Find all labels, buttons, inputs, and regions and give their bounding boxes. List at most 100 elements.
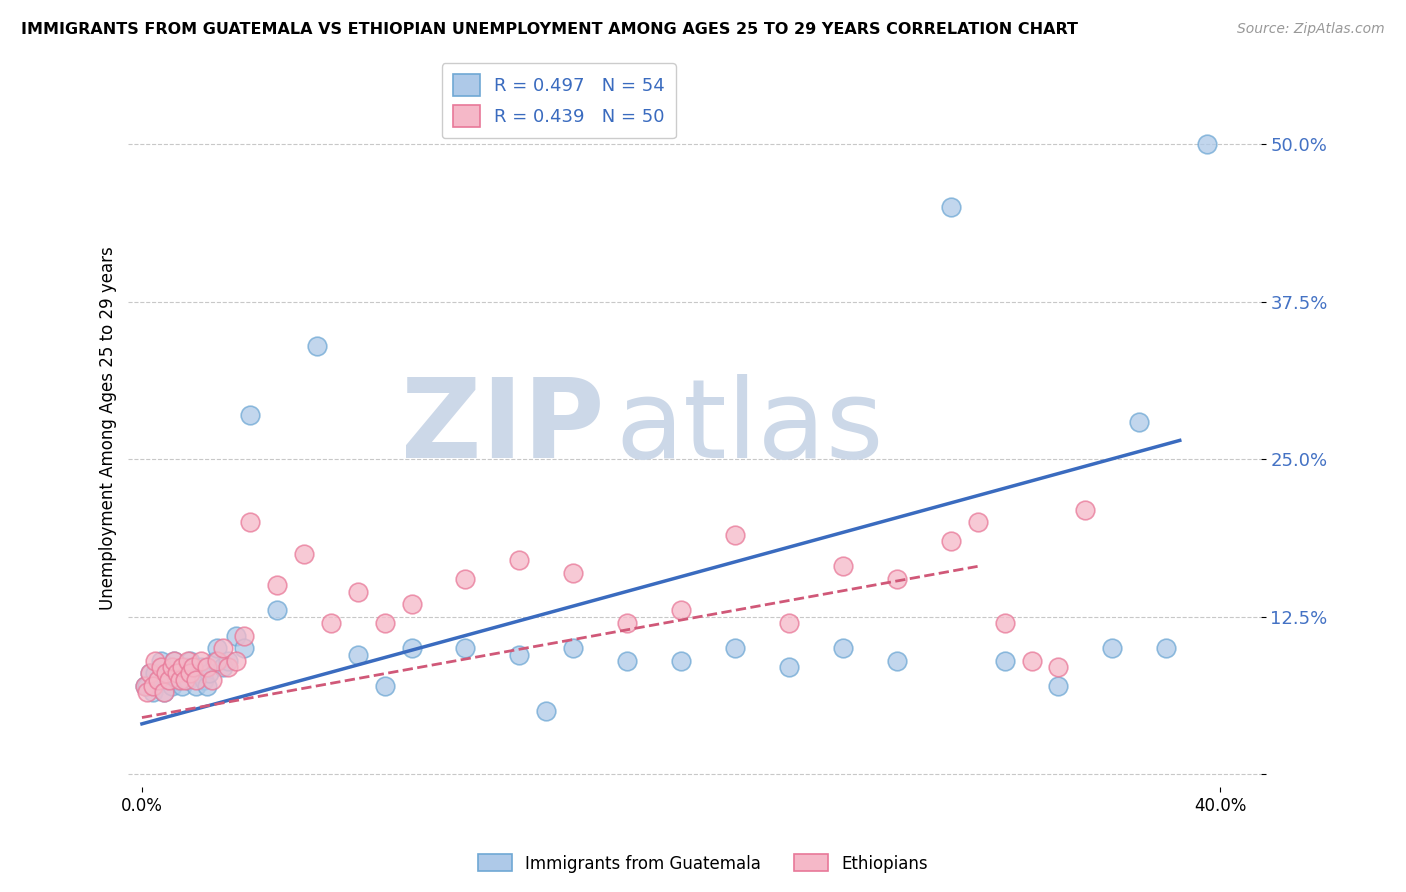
Point xyxy=(778,660,800,674)
Point xyxy=(134,679,156,693)
Point xyxy=(169,666,191,681)
Point xyxy=(562,641,585,656)
Point xyxy=(207,654,229,668)
Point xyxy=(831,559,853,574)
Point xyxy=(211,641,233,656)
Point xyxy=(195,660,218,674)
Point xyxy=(225,629,247,643)
Point xyxy=(160,679,183,693)
Point xyxy=(1047,660,1070,674)
Point xyxy=(346,648,368,662)
Point xyxy=(831,641,853,656)
Point xyxy=(886,572,908,586)
Point xyxy=(266,578,288,592)
Point xyxy=(401,641,423,656)
Point xyxy=(536,704,558,718)
Point xyxy=(184,673,207,687)
Point xyxy=(142,679,165,693)
Point xyxy=(233,629,256,643)
Point xyxy=(233,641,256,656)
Point xyxy=(724,641,747,656)
Point xyxy=(172,679,194,693)
Point xyxy=(939,200,962,214)
Point xyxy=(134,679,156,693)
Legend: R = 0.497   N = 54, R = 0.439   N = 50: R = 0.497 N = 54, R = 0.439 N = 50 xyxy=(441,63,676,138)
Point xyxy=(454,641,477,656)
Point xyxy=(184,679,207,693)
Point xyxy=(166,673,188,687)
Point xyxy=(724,528,747,542)
Point xyxy=(886,654,908,668)
Point xyxy=(508,648,530,662)
Point xyxy=(177,654,200,668)
Point xyxy=(346,584,368,599)
Text: atlas: atlas xyxy=(616,375,884,482)
Point xyxy=(669,603,692,617)
Point xyxy=(211,660,233,674)
Text: IMMIGRANTS FROM GUATEMALA VS ETHIOPIAN UNEMPLOYMENT AMONG AGES 25 TO 29 YEARS CO: IMMIGRANTS FROM GUATEMALA VS ETHIOPIAN U… xyxy=(21,22,1078,37)
Point xyxy=(142,685,165,699)
Point xyxy=(163,654,186,668)
Point xyxy=(152,685,174,699)
Legend: Immigrants from Guatemala, Ethiopians: Immigrants from Guatemala, Ethiopians xyxy=(472,847,934,880)
Point xyxy=(454,572,477,586)
Point xyxy=(155,666,177,681)
Point xyxy=(181,666,204,681)
Point xyxy=(160,660,183,674)
Point xyxy=(136,679,159,693)
Point xyxy=(1128,415,1150,429)
Point xyxy=(1195,137,1218,152)
Point xyxy=(169,673,191,687)
Point xyxy=(669,654,692,668)
Point xyxy=(149,660,172,674)
Point xyxy=(166,666,188,681)
Point xyxy=(152,685,174,699)
Point xyxy=(374,616,396,631)
Point xyxy=(562,566,585,580)
Point xyxy=(177,673,200,687)
Point xyxy=(1101,641,1123,656)
Point xyxy=(195,679,218,693)
Point xyxy=(198,666,221,681)
Point xyxy=(204,654,226,668)
Point xyxy=(149,654,172,668)
Point xyxy=(239,516,262,530)
Point xyxy=(179,654,201,668)
Point xyxy=(190,660,212,674)
Point xyxy=(292,547,315,561)
Point xyxy=(172,660,194,674)
Point xyxy=(239,408,262,422)
Point xyxy=(174,673,197,687)
Point xyxy=(778,616,800,631)
Text: ZIP: ZIP xyxy=(401,375,605,482)
Point xyxy=(307,339,329,353)
Point xyxy=(1047,679,1070,693)
Point xyxy=(217,660,239,674)
Point xyxy=(179,666,201,681)
Point xyxy=(146,673,169,687)
Point xyxy=(157,673,180,687)
Point xyxy=(136,685,159,699)
Point xyxy=(939,534,962,549)
Point xyxy=(139,666,162,681)
Y-axis label: Unemployment Among Ages 25 to 29 years: Unemployment Among Ages 25 to 29 years xyxy=(100,246,117,609)
Point xyxy=(225,654,247,668)
Point xyxy=(201,673,224,687)
Point xyxy=(1021,654,1043,668)
Point xyxy=(616,616,638,631)
Point xyxy=(139,666,162,681)
Point xyxy=(266,603,288,617)
Point xyxy=(319,616,342,631)
Text: Source: ZipAtlas.com: Source: ZipAtlas.com xyxy=(1237,22,1385,37)
Point xyxy=(1074,502,1097,516)
Point xyxy=(966,516,988,530)
Point xyxy=(190,654,212,668)
Point xyxy=(993,654,1015,668)
Point xyxy=(145,666,167,681)
Point xyxy=(217,654,239,668)
Point xyxy=(401,597,423,611)
Point xyxy=(207,641,229,656)
Point xyxy=(374,679,396,693)
Point xyxy=(1156,641,1178,656)
Point xyxy=(145,654,167,668)
